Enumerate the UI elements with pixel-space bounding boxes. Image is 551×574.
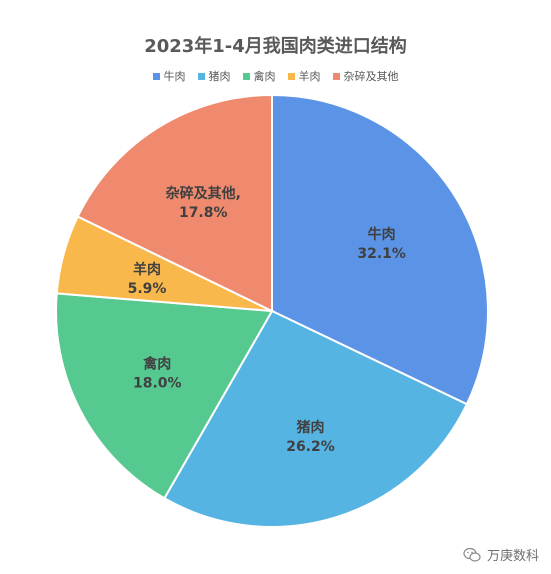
slice-label-name: 羊肉: [133, 261, 161, 278]
legend-swatch: [332, 72, 340, 80]
legend-label: 牛肉: [163, 70, 186, 83]
legend-label: 猪肉: [208, 70, 231, 83]
slice-label-name: 杂碎及其他,: [166, 185, 241, 202]
pie-slice: [55, 292, 274, 500]
watermark-text: 万庚数科: [486, 549, 539, 564]
legend-item: 羊肉: [287, 68, 321, 84]
legend-swatch: [287, 72, 295, 80]
slice-label-value: 26.2%: [286, 439, 335, 455]
slice-label-value: 32.1%: [357, 246, 406, 262]
chart-legend: 牛肉 猪肉 禽肉 羊肉 杂碎及其他: [0, 68, 551, 84]
legend-swatch: [197, 72, 205, 80]
legend-label: 杂碎及其他: [343, 70, 399, 83]
slice-label-value: 5.9%: [128, 281, 167, 297]
pie-slice: [271, 93, 489, 406]
legend-item: 杂碎及其他: [332, 68, 399, 84]
legend-label: 羊肉: [298, 70, 321, 83]
chart-title: 2023年1-4月我国肉类进口结构: [144, 36, 407, 57]
watermark: 万庚数科: [463, 545, 539, 564]
pie-slice: [163, 309, 469, 528]
slice-label-name: 牛肉: [368, 226, 396, 243]
slice-label-value: 17.8%: [179, 205, 228, 221]
legend-item: 牛肉: [152, 68, 186, 84]
slice-label-name: 禽肉: [142, 355, 171, 372]
slice-label-value: 18.0%: [133, 375, 182, 391]
legend-swatch: [242, 72, 250, 80]
legend-swatch: [152, 72, 160, 80]
wechat-icon: [463, 547, 481, 562]
legend-item: 禽肉: [242, 68, 276, 84]
legend-label: 禽肉: [253, 70, 276, 83]
legend-item: 猪肉: [197, 68, 231, 84]
pie-slice: [76, 93, 273, 313]
slice-label-name: 猪肉: [295, 419, 324, 436]
